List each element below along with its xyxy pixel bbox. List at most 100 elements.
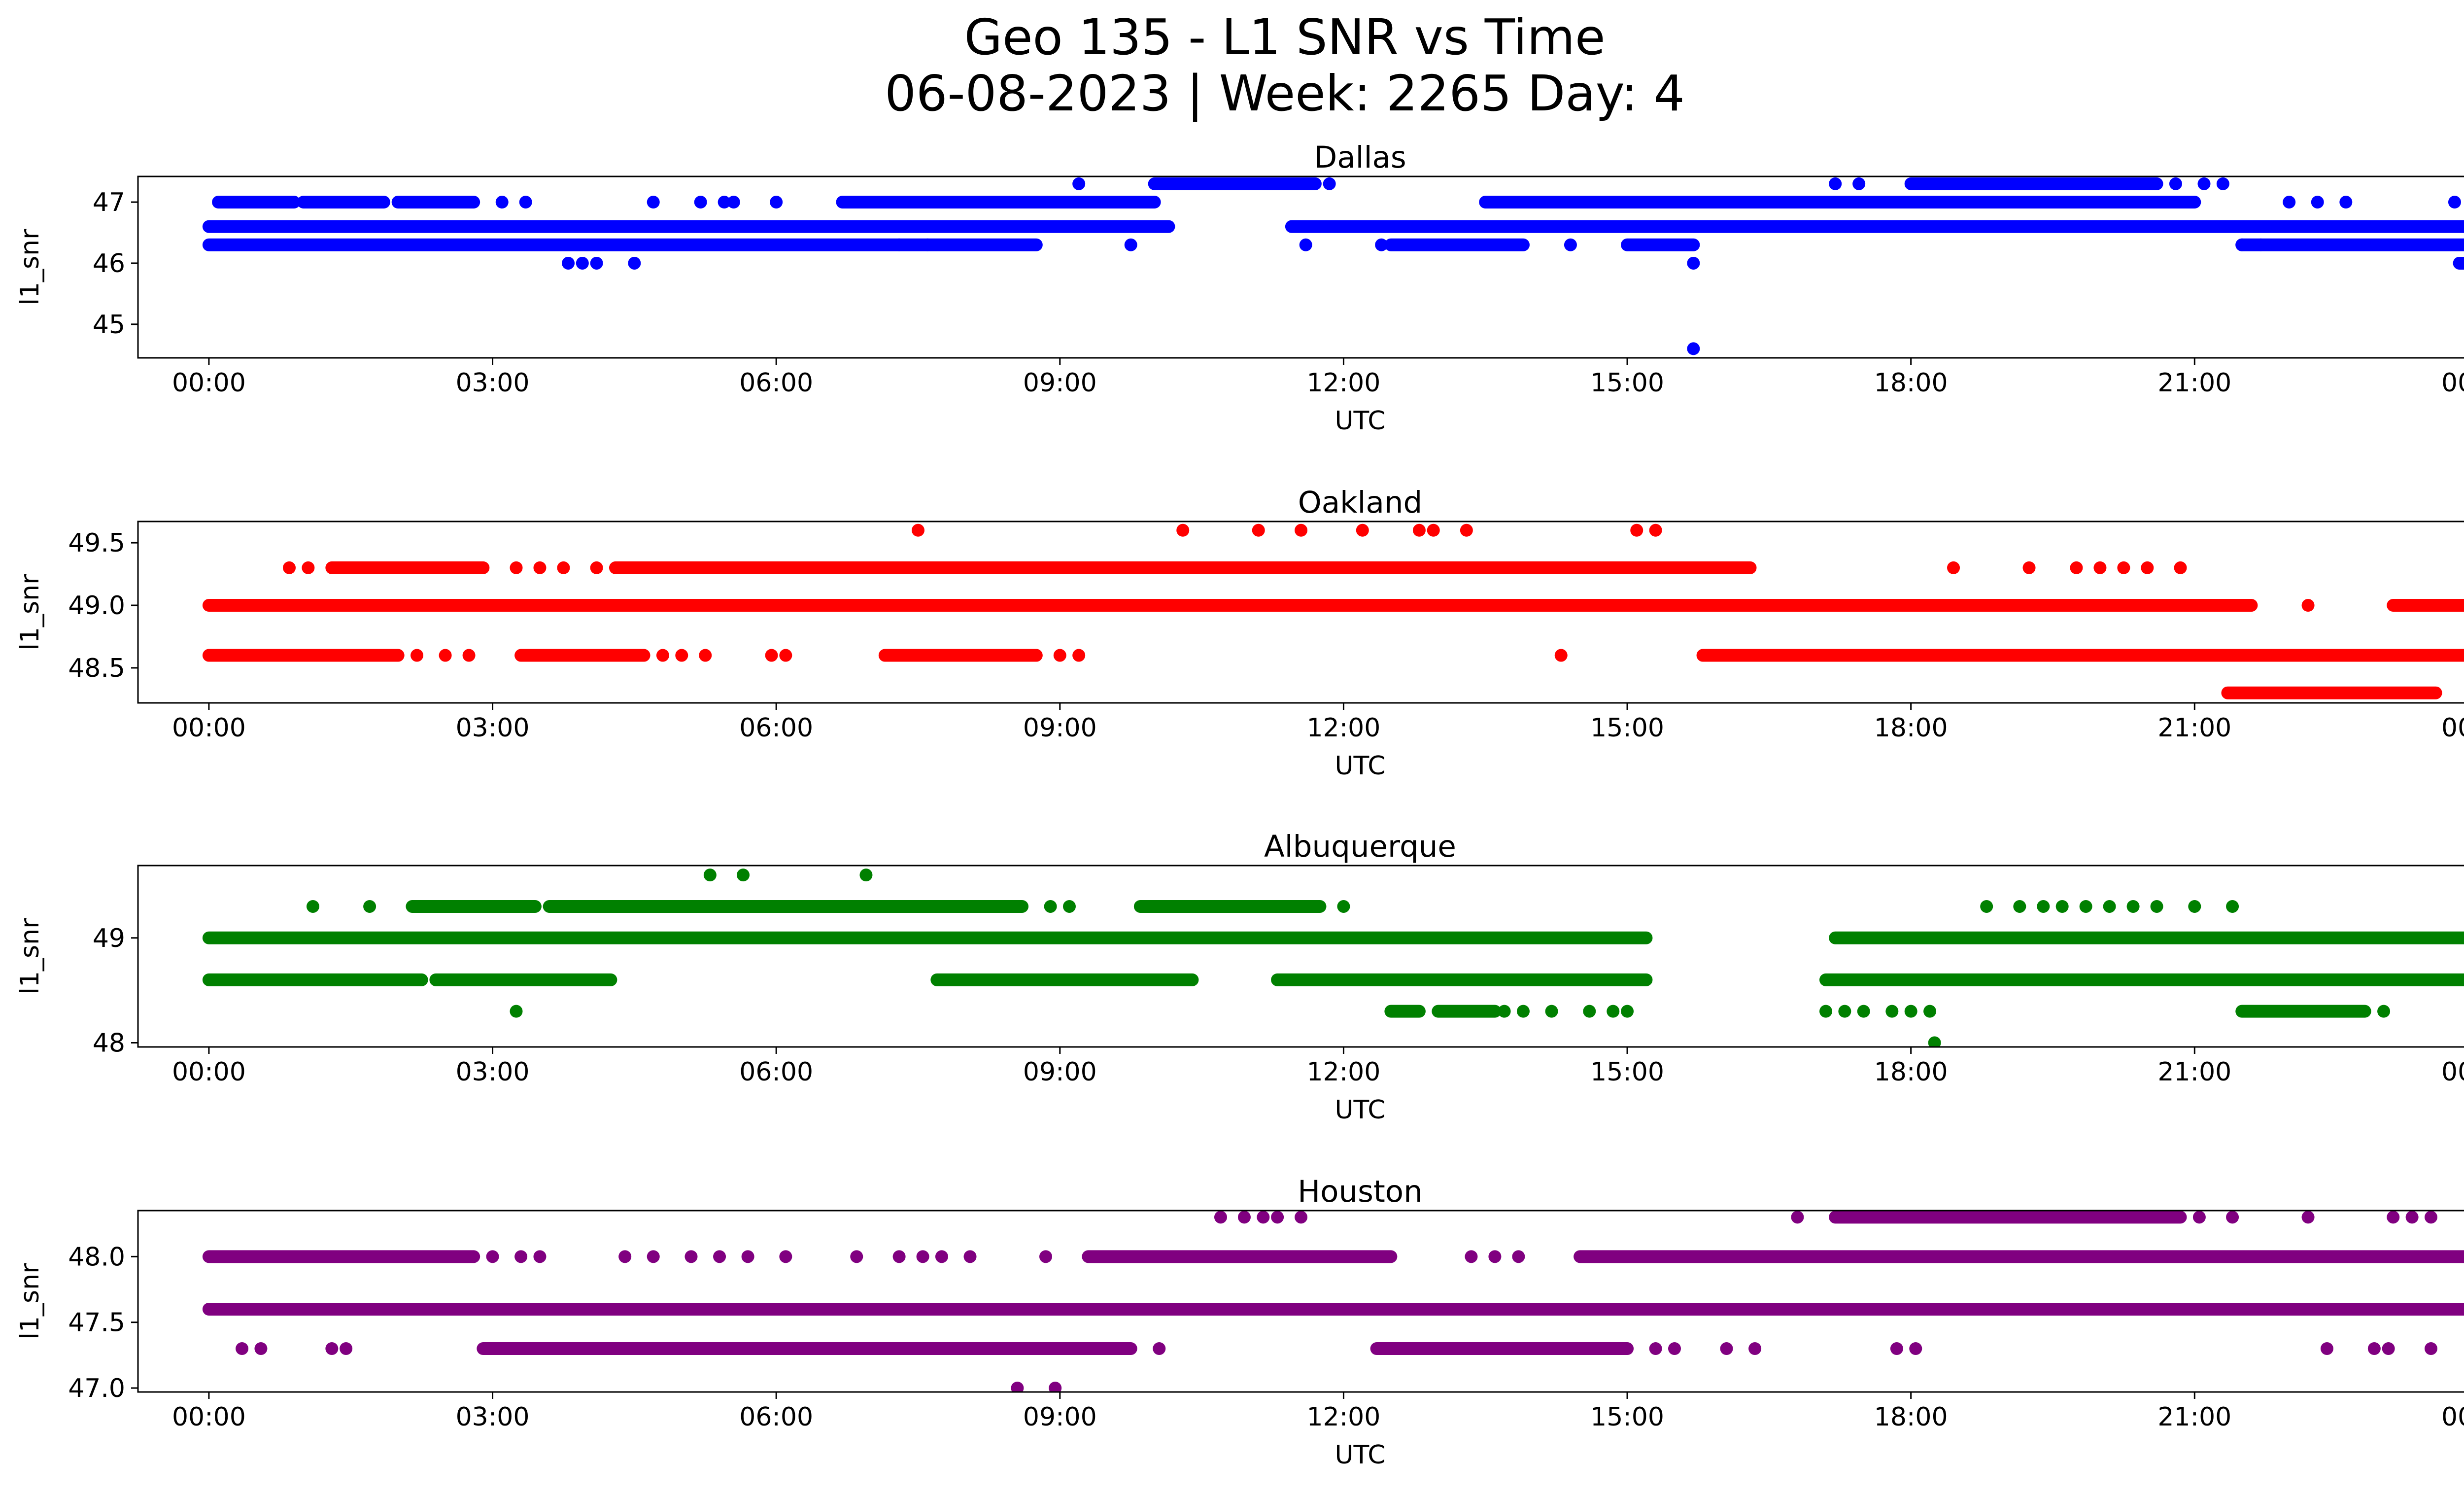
dallas-point [1299, 238, 1312, 251]
houston-point [1649, 1342, 1662, 1355]
dallas-point [718, 196, 731, 209]
oakland-point [1947, 561, 1960, 574]
albuquerque-point [1904, 1005, 1917, 1018]
oakland-point [1295, 523, 1308, 537]
albuquerque-xtick-label: 03:00 [456, 1057, 530, 1087]
dallas-point [2254, 238, 2267, 251]
houston-ylabel: l1_snr [15, 1263, 45, 1340]
dallas-xtick-label: 18:00 [1874, 368, 1948, 398]
oakland-point [699, 649, 712, 662]
albuquerque-xlabel: UTC [1335, 1095, 1385, 1125]
dallas-point [1375, 238, 1388, 251]
oakland-point [2022, 561, 2036, 574]
dallas-point [770, 196, 783, 209]
houston-point [254, 1342, 268, 1355]
dallas-ytick-label: 47 [93, 188, 125, 217]
dallas-xtick-label: 21:00 [2157, 368, 2231, 398]
houston-point [236, 1342, 249, 1355]
dallas-point [2235, 238, 2249, 251]
dallas-point [2311, 196, 2324, 209]
houston-point [647, 1250, 660, 1263]
dallas-point [495, 196, 509, 209]
albuquerque-ytick-label: 48 [93, 1028, 125, 1058]
houston-point [1257, 1211, 1270, 1224]
houston-point [2141, 1303, 2154, 1316]
albuquerque-point [2150, 900, 2163, 913]
dallas-point [1852, 177, 1866, 190]
oakland-point [411, 649, 424, 662]
oakland-point [439, 649, 452, 662]
houston-point [1271, 1211, 1284, 1224]
houston-point [325, 1342, 339, 1355]
albuquerque-point [2037, 900, 2050, 913]
houston-xtick-label: 09:00 [1023, 1402, 1097, 1432]
albuquerque-point [2079, 900, 2092, 913]
houston-point [1465, 1250, 1478, 1263]
houston-ytick-label: 47.5 [68, 1308, 125, 1338]
albuquerque-point [2055, 900, 2069, 913]
oakland-ytick-label: 49.5 [68, 528, 125, 558]
houston-point [2022, 1303, 2036, 1316]
houston-point [1049, 1382, 1062, 1392]
albuquerque-point [2188, 900, 2201, 913]
houston-point [1237, 1211, 1251, 1224]
oakland-point [1053, 649, 1066, 662]
oakland-title: Oakland [1298, 485, 1422, 520]
houston-point [1866, 1303, 1880, 1316]
oakland-ytick-label: 48.5 [68, 654, 125, 683]
albuquerque-point [510, 1005, 523, 1018]
albuquerque-point [1980, 900, 1993, 913]
houston-point [684, 1250, 698, 1263]
dallas-point [576, 256, 589, 270]
dallas-xtick-label: 12:00 [1306, 368, 1380, 398]
houston-point [2424, 1211, 2437, 1224]
albuquerque-ytick-label: 49 [93, 924, 125, 953]
oakland-point [2117, 561, 2130, 574]
houston-point [1914, 1303, 1927, 1316]
houston-point [2382, 1342, 2395, 1355]
houston-point [2301, 1211, 2315, 1224]
houston-point [2320, 1342, 2333, 1355]
oakland-point [590, 561, 603, 574]
oakland-point [1176, 523, 1190, 537]
dallas-ytick-label: 45 [93, 310, 125, 340]
albuquerque-point [703, 869, 717, 882]
houston-point [2226, 1211, 2239, 1224]
houston-point [850, 1250, 863, 1263]
oakland-point [510, 561, 523, 574]
dallas-point [2283, 196, 2296, 209]
oakland-point [557, 561, 570, 574]
houston-point [916, 1250, 929, 1263]
dallas-point [1072, 177, 1086, 190]
oakland-point [675, 649, 688, 662]
albuquerque-point [1062, 900, 1076, 913]
houston-point [1039, 1250, 1053, 1263]
albuquerque-point [2013, 900, 2026, 913]
albuquerque-point [1516, 1005, 1530, 1018]
dallas-point [628, 256, 641, 270]
dallas-xtick-label: 00:00 [172, 368, 246, 398]
albuquerque-point [2126, 900, 2140, 913]
houston-point [1791, 1211, 1804, 1224]
houston-point [1909, 1342, 1922, 1355]
houston-xtick-label: 03:00 [456, 1402, 530, 1432]
dallas-xtick-label: 15:00 [1590, 368, 1664, 398]
houston-point [340, 1342, 353, 1355]
oakland-xlabel: UTC [1335, 751, 1385, 781]
houston-point [1488, 1250, 1502, 1263]
albuquerque-point [1545, 1005, 1558, 1018]
houston-xtick-label: 06:00 [739, 1402, 813, 1432]
albuquerque-title: Albuquerque [1264, 829, 1456, 864]
houston-point [1011, 1382, 1024, 1392]
dallas-point [562, 256, 575, 270]
houston-xtick-label: 00:00 [172, 1402, 246, 1432]
dallas-data-points [202, 177, 2464, 355]
houston-data-points [202, 1211, 2464, 1392]
dallas-xtick-label: 09:00 [1023, 368, 1097, 398]
oakland-xtick-label: 03:00 [456, 713, 530, 743]
houston-point [1153, 1342, 1166, 1355]
dallas-xtick-label: 06:00 [739, 368, 813, 398]
dallas-xtick-label: 03:00 [456, 368, 530, 398]
albuquerque-xtick-label: 06:00 [739, 1057, 813, 1087]
